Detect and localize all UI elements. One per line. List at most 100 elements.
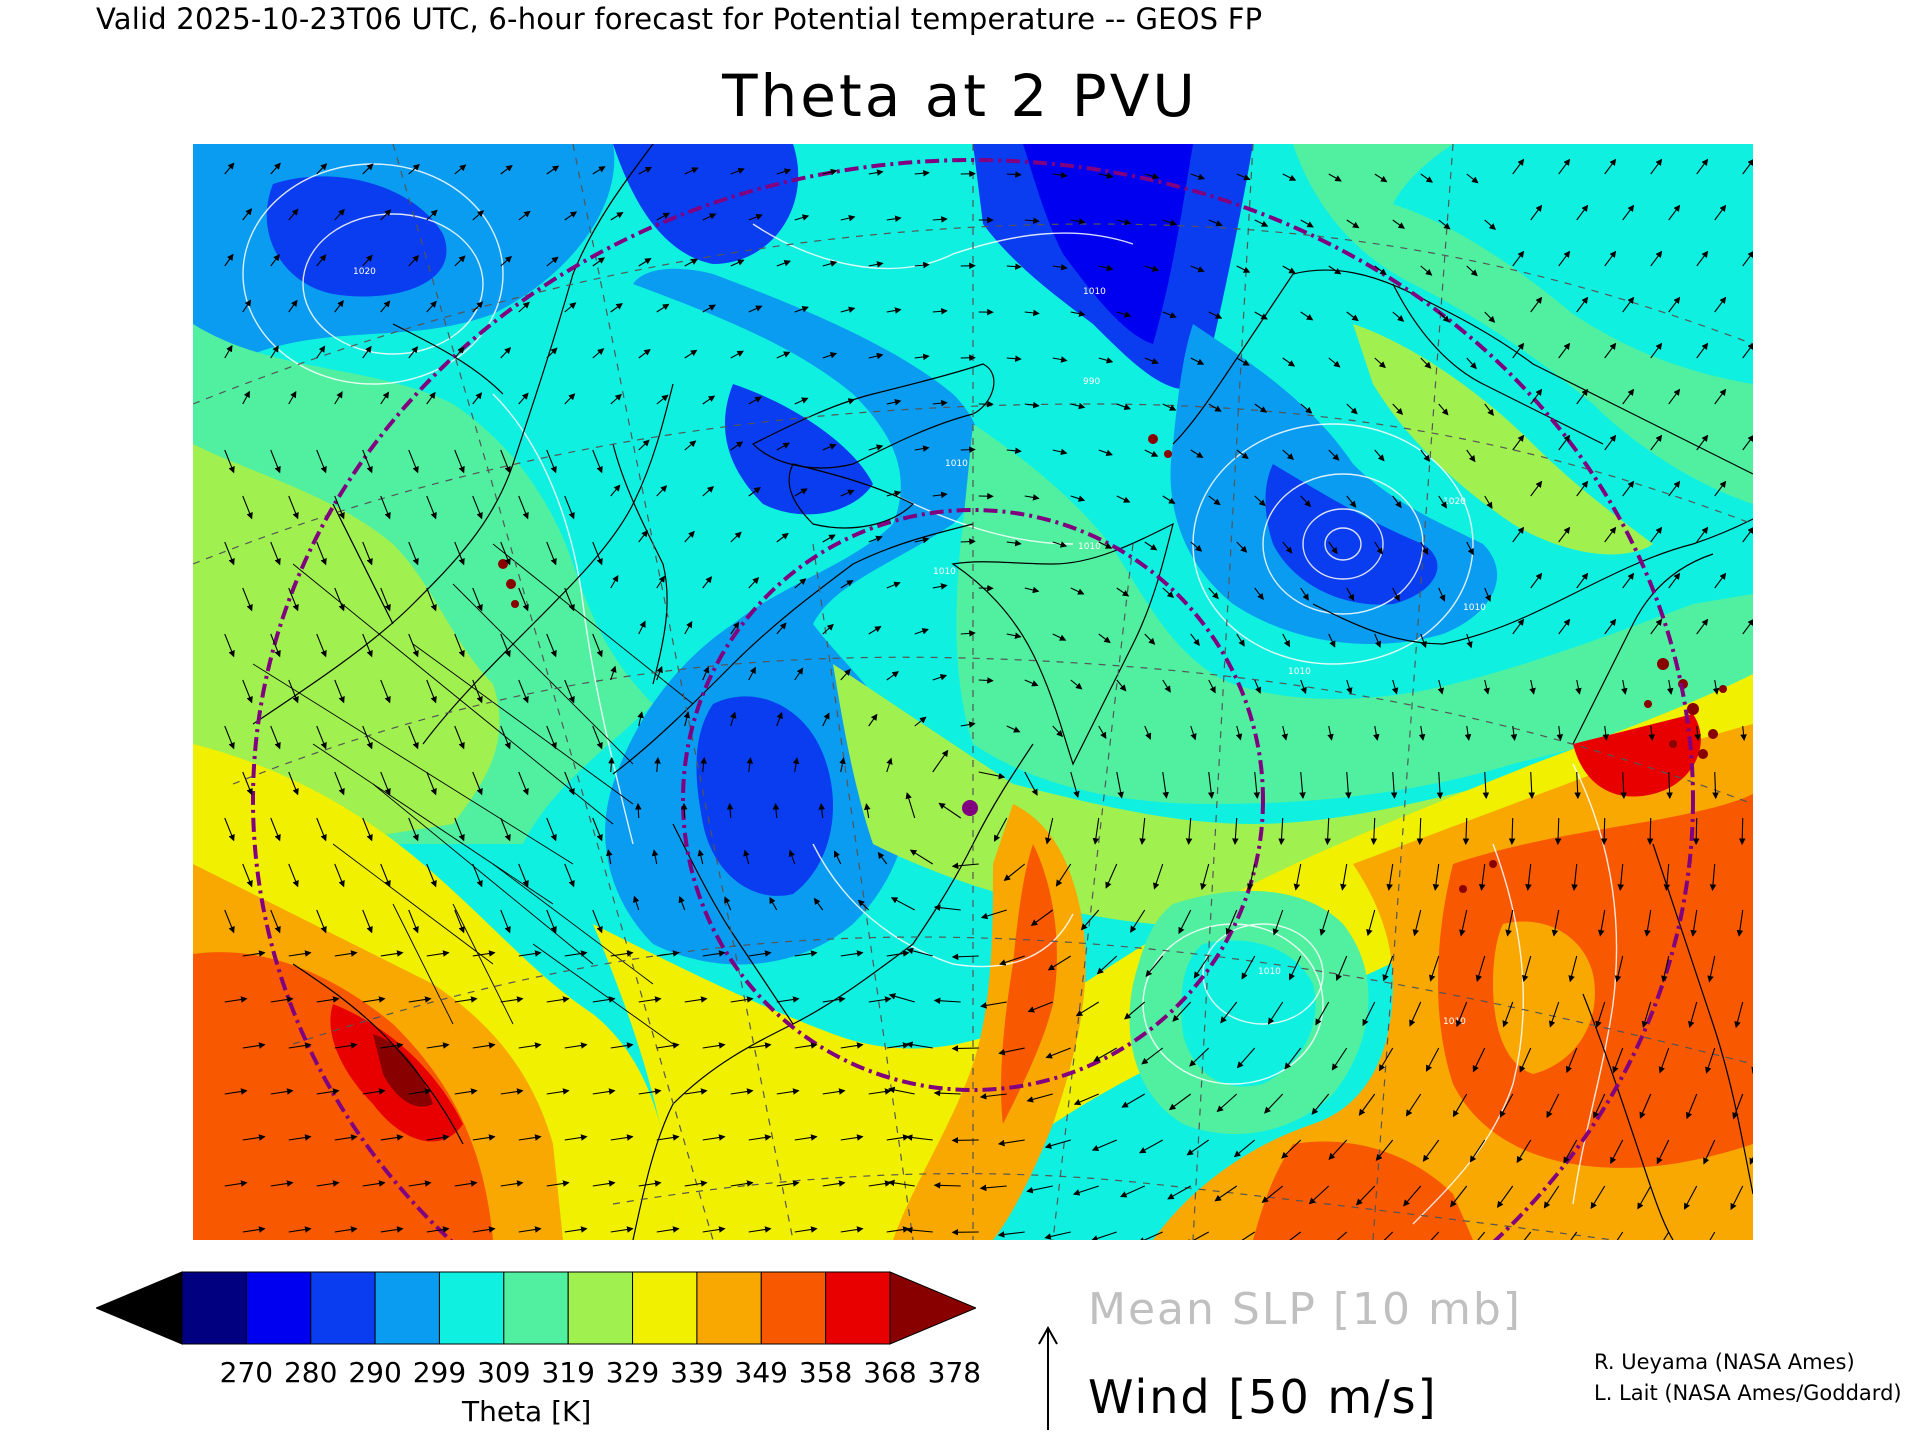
wind-vector	[1264, 1093, 1284, 1114]
political-boundaries	[252, 543, 694, 1045]
wind-vector	[564, 495, 575, 520]
wind-vector	[1139, 1139, 1164, 1154]
wind-vector	[288, 1134, 312, 1141]
wind-vector	[1558, 250, 1571, 267]
wind-vector	[914, 628, 929, 635]
wind-vector	[1075, 1001, 1100, 1017]
wind-vector	[1253, 771, 1261, 799]
wind-vector	[1604, 342, 1617, 359]
wind-vector	[840, 580, 854, 589]
wind-vector	[1430, 1231, 1440, 1240]
wind-vector	[1024, 679, 1039, 687]
wind-vector	[1378, 1047, 1394, 1072]
wind-vector	[822, 1180, 846, 1187]
wind-vector	[746, 757, 754, 773]
wind-vector	[1052, 541, 1068, 548]
wind-vector	[288, 1226, 312, 1233]
wind-vector	[1072, 1185, 1099, 1196]
wind-vector	[684, 349, 698, 359]
wind-vector	[1696, 526, 1709, 543]
wind-vector	[1098, 264, 1114, 272]
wind-vector	[730, 531, 742, 543]
wind-vector	[1144, 173, 1160, 180]
theta-region-bottom-orangered	[1253, 1141, 1473, 1240]
wind-vector	[684, 1088, 708, 1095]
wind-vector	[993, 817, 1008, 842]
wind-vector	[702, 213, 717, 221]
wind-vector	[1392, 495, 1402, 509]
wind-vector	[242, 587, 253, 612]
wind-vector	[1558, 434, 1571, 451]
wind-vector	[1282, 633, 1290, 648]
wind-vector	[242, 950, 266, 957]
wind-vector	[1070, 587, 1085, 595]
wind-vector	[1186, 1139, 1210, 1156]
wind-legend: Wind [50 m/s]	[1088, 1370, 1438, 1424]
wind-vector	[700, 757, 707, 773]
wind-vector	[1554, 817, 1562, 846]
wind-vector	[1098, 172, 1114, 179]
wind-vector	[1091, 1231, 1117, 1240]
colorbar-box	[503, 1271, 569, 1345]
wind-vector	[909, 849, 934, 865]
wind-vector	[932, 674, 948, 681]
wind-vector	[932, 307, 948, 315]
wind-vector	[638, 439, 650, 451]
wind-vector	[426, 209, 438, 221]
wind-vector	[426, 1042, 450, 1049]
wind-vector	[1543, 1185, 1560, 1209]
wind-vector	[334, 771, 345, 796]
wind-vector	[1328, 1139, 1348, 1161]
wind-vector	[1236, 449, 1249, 460]
wind-vector	[546, 256, 559, 267]
wind-vector	[1530, 296, 1543, 313]
wind-vector	[1346, 219, 1360, 229]
wind-vector	[1374, 449, 1385, 462]
wind-vector	[362, 1180, 386, 1187]
wind-vector	[454, 909, 465, 934]
wind-vector	[1405, 1093, 1422, 1117]
wind-vector	[1604, 250, 1617, 267]
wind-vector	[1105, 863, 1118, 889]
wind-vector	[1390, 771, 1398, 799]
wind-vector	[840, 214, 856, 222]
wind-vector	[1484, 495, 1493, 509]
wind-vector	[380, 495, 391, 520]
wind-vector	[702, 304, 716, 313]
wind-vector	[1096, 955, 1118, 975]
wind-vector	[546, 725, 557, 750]
wind-vector	[1690, 909, 1698, 937]
wind-vector	[776, 622, 787, 635]
wind-vector	[656, 394, 669, 405]
wind-vector	[1137, 1231, 1163, 1240]
wind-vector	[224, 633, 235, 658]
wind-vector	[610, 950, 634, 957]
wind-vector	[1162, 219, 1178, 226]
wind-vector	[656, 665, 663, 681]
wind-vector	[1190, 449, 1204, 458]
wind-vector	[1409, 1001, 1422, 1027]
wind-vector	[610, 303, 623, 313]
wind-vector	[730, 711, 737, 727]
wind-vector	[1070, 679, 1083, 690]
wind-vector	[914, 169, 930, 177]
wind-vector	[1576, 572, 1589, 589]
wind-vector	[697, 849, 704, 865]
wind-vector	[1650, 158, 1663, 175]
wind-vector	[408, 1180, 432, 1187]
wind-vector	[518, 771, 529, 796]
wind-vector	[334, 1134, 358, 1141]
wind-vector	[564, 393, 576, 405]
wind-vector	[1145, 955, 1164, 977]
wind-vector	[1466, 449, 1476, 463]
wind-vector	[748, 213, 763, 221]
wind-vector	[1116, 495, 1131, 503]
wind-vector	[794, 667, 804, 681]
colorbar-tick-label: 358	[798, 1356, 853, 1389]
wind-vector	[224, 344, 233, 359]
wind-vector	[1650, 250, 1663, 267]
wind-vector	[270, 909, 281, 934]
wind-vector	[730, 259, 745, 267]
wind-vector	[564, 1134, 588, 1141]
wind-vector	[1464, 725, 1472, 741]
